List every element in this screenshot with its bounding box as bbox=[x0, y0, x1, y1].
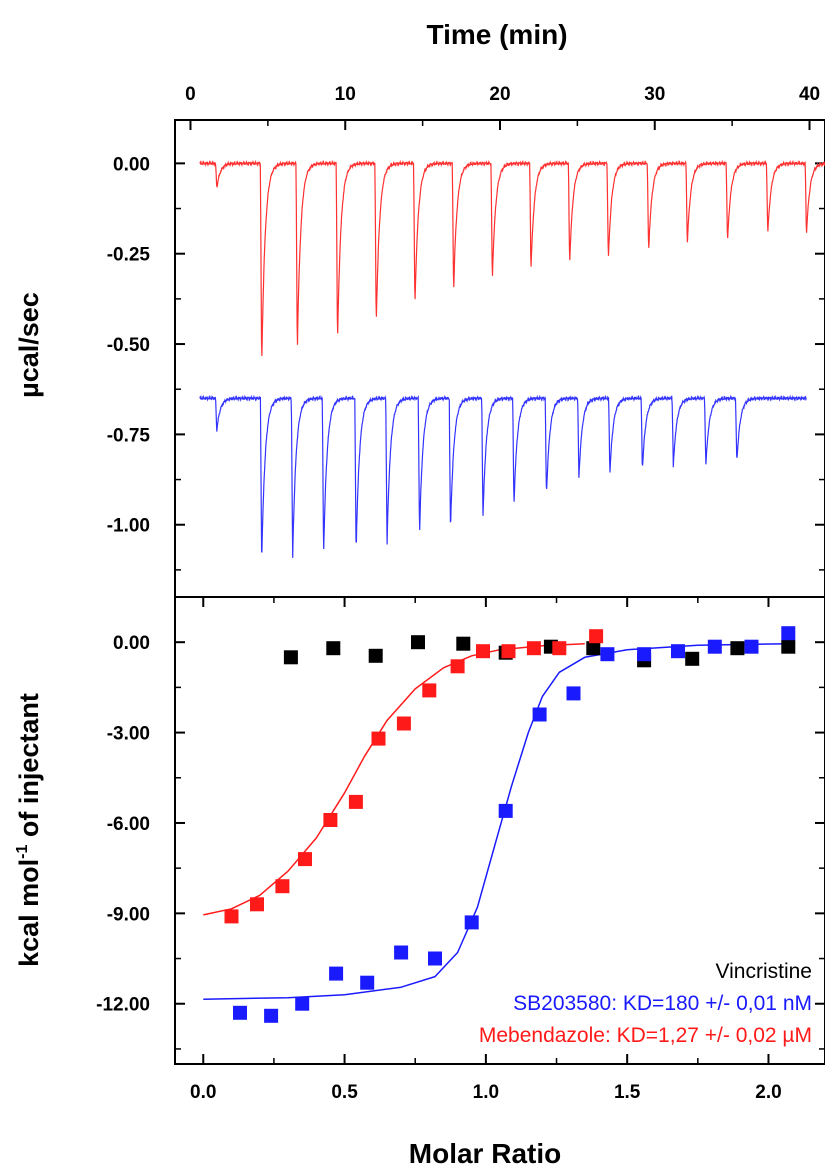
data-point-series-1 bbox=[283, 650, 298, 665]
thermogram-panel: Time (min) µcal/sec 0 10 20 30 40 0.00 -0.25 -… bbox=[14, 19, 825, 598]
isotherm-y-label-main: kcal mol bbox=[14, 859, 44, 967]
data-point-series-1 bbox=[456, 636, 471, 651]
legend-sb203580: SB203580: KD=180 +/- 0,01 nM bbox=[513, 992, 812, 1015]
isotherm-fit-lines bbox=[203, 642, 789, 1000]
thermogram-frame bbox=[174, 119, 825, 598]
y-tick-label: -12.00 bbox=[96, 995, 150, 1016]
y-tick-label: -0.50 bbox=[107, 335, 150, 356]
x-tick-label: 0.5 bbox=[331, 1082, 358, 1103]
data-point-series-3 bbox=[450, 659, 465, 674]
data-point-series-3 bbox=[371, 731, 386, 746]
data-point-series-2 bbox=[394, 945, 409, 960]
x-tick-label: 0 bbox=[185, 84, 196, 105]
data-point-series-3 bbox=[275, 879, 290, 894]
data-point-series-3 bbox=[589, 629, 604, 644]
x-tick-label: 0.0 bbox=[190, 1082, 216, 1103]
thermogram-y-ticks: 0.00 -0.25 -0.50 -0.75 -1.00 bbox=[107, 154, 825, 571]
data-point-series-2 bbox=[566, 686, 581, 701]
data-point-series-2 bbox=[637, 647, 652, 662]
y-tick-label: -0.75 bbox=[107, 425, 151, 446]
data-point-series-1 bbox=[326, 641, 341, 656]
data-point-series-3 bbox=[348, 794, 363, 809]
isotherm-x-ticks: 0.0 0.5 1.0 1.5 2.0 bbox=[190, 597, 782, 1103]
y-tick-label: -0.25 bbox=[107, 245, 151, 266]
isotherm-points bbox=[224, 626, 796, 1023]
legend: Vincristine SB203580: KD=180 +/- 0,01 nM… bbox=[479, 960, 812, 1047]
data-point-series-3 bbox=[298, 852, 312, 867]
x-tick-label: 40 bbox=[799, 84, 820, 105]
data-point-series-1 bbox=[685, 651, 700, 666]
data-point-series-1 bbox=[730, 641, 745, 656]
x-tick-label: 10 bbox=[335, 84, 356, 105]
data-point-series-3 bbox=[526, 641, 541, 656]
data-point-series-3 bbox=[476, 644, 490, 659]
data-point-series-1 bbox=[586, 641, 601, 656]
y-tick-label: -9.00 bbox=[107, 904, 150, 925]
data-point-series-2 bbox=[233, 1005, 247, 1020]
data-point-series-2 bbox=[329, 966, 344, 981]
x-tick-label: 2.0 bbox=[755, 1082, 781, 1103]
x-tick-label: 30 bbox=[644, 84, 665, 105]
y-tick-label: 0.00 bbox=[113, 154, 150, 175]
data-point-series-2 bbox=[532, 707, 547, 722]
data-point-series-2 bbox=[264, 1008, 279, 1023]
data-point-series-3 bbox=[552, 641, 567, 656]
data-point-series-2 bbox=[600, 647, 615, 662]
thermogram-trace-1 bbox=[199, 159, 825, 357]
data-point-series-2 bbox=[781, 626, 796, 641]
data-point-series-2 bbox=[464, 915, 479, 930]
fit-line-3 bbox=[203, 642, 585, 916]
data-point-series-3 bbox=[250, 897, 264, 912]
isotherm-frame bbox=[174, 596, 825, 1065]
data-point-series-1 bbox=[411, 635, 425, 650]
thermogram-x-ticks: 0 10 20 30 40 bbox=[185, 84, 820, 130]
data-point-series-3 bbox=[323, 813, 338, 827]
x-tick-label: 20 bbox=[489, 84, 510, 105]
y-tick-label: 0.00 bbox=[113, 633, 150, 654]
thermogram-x-label: Time (min) bbox=[426, 19, 567, 50]
data-point-series-2 bbox=[428, 951, 442, 966]
y-tick-label: -6.00 bbox=[107, 814, 150, 835]
legend-vincristine: Vincristine bbox=[716, 960, 813, 983]
thermogram-y-label: µcal/sec bbox=[14, 292, 44, 398]
x-tick-label: 1.5 bbox=[614, 1082, 641, 1103]
thermogram-trace-2 bbox=[199, 394, 807, 558]
data-point-series-3 bbox=[501, 644, 516, 659]
data-point-series-1 bbox=[368, 648, 383, 663]
isotherm-panel: Molar Ratio kcal mol-1 of injectant 0.0 0… bbox=[14, 596, 825, 1169]
data-point-series-2 bbox=[744, 639, 759, 654]
legend-mebendazole: Mebendazole: KD=1,27 +/- 0,02 µM bbox=[479, 1024, 812, 1047]
thermogram-traces bbox=[199, 159, 825, 558]
data-point-series-3 bbox=[396, 716, 411, 731]
x-tick-label: 1.0 bbox=[473, 1082, 499, 1103]
fit-line-2 bbox=[203, 642, 789, 1000]
data-point-series-2 bbox=[707, 639, 722, 654]
isotherm-y-label-sup: -1 bbox=[14, 845, 31, 859]
data-point-series-3 bbox=[224, 909, 239, 924]
data-point-series-3 bbox=[422, 683, 437, 698]
y-tick-label: -1.00 bbox=[107, 516, 150, 537]
data-point-series-2 bbox=[671, 644, 685, 659]
data-point-series-2 bbox=[360, 975, 375, 990]
data-point-series-2 bbox=[498, 803, 513, 818]
y-tick-label: -3.00 bbox=[107, 724, 150, 745]
isotherm-y-label: kcal mol-1 of injectant bbox=[14, 693, 44, 967]
isotherm-y-ticks: 0.00 -3.00 -6.00 -9.00 -12.00 bbox=[96, 596, 825, 1050]
data-point-series-2 bbox=[295, 996, 310, 1011]
isotherm-x-label: Molar Ratio bbox=[409, 1138, 561, 1169]
isotherm-y-label-rest: of injectant bbox=[14, 693, 44, 845]
data-point-series-1 bbox=[781, 639, 796, 654]
